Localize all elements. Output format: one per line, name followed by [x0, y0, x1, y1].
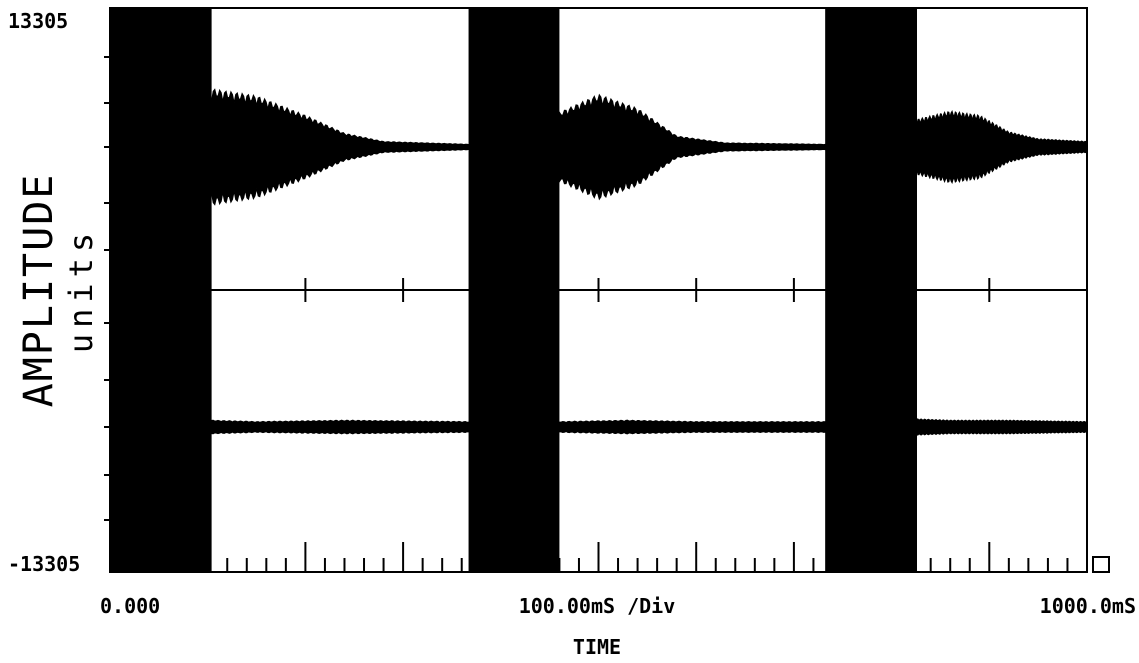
trace-lower-segment: [211, 419, 470, 435]
trace-upper-segment: [916, 109, 1088, 185]
y-min-label: -13305: [8, 552, 80, 576]
trace-upper-segment: [558, 93, 826, 201]
trace-lower-segment: [916, 418, 1088, 436]
corner-marker: [1092, 556, 1110, 573]
saturated-burst: [110, 8, 212, 572]
saturated-burst: [825, 8, 918, 572]
trace-lower-segment: [558, 419, 826, 435]
x-scale-label: 100.00mS /Div: [519, 594, 676, 618]
x-start-label: 0.000: [100, 594, 160, 618]
signal-traces: [110, 8, 1088, 572]
y-max-label: 13305: [8, 9, 68, 33]
y-axis-title: AMPLITUDE: [16, 173, 62, 408]
saturated-burst: [468, 8, 560, 572]
x-end-label: 1000.0mS: [1040, 594, 1136, 618]
y-axis-ticks: [104, 56, 110, 521]
trace-upper-segment: [211, 88, 470, 206]
x-axis-title: TIME: [573, 635, 621, 659]
y-axis-units: units: [62, 227, 100, 353]
